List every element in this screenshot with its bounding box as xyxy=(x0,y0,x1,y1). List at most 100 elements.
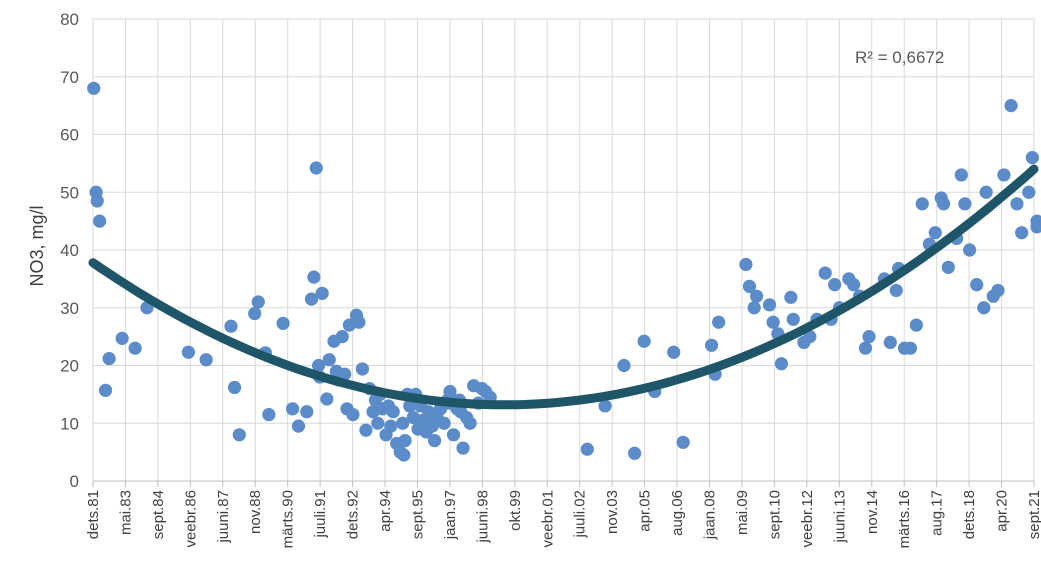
data-point xyxy=(991,283,1005,298)
data-point xyxy=(786,312,800,326)
data-point xyxy=(315,286,329,300)
data-point xyxy=(463,416,477,430)
x-tick-label: mai.83 xyxy=(117,490,134,535)
data-point xyxy=(847,278,861,292)
x-tick-label: jaan.97 xyxy=(442,490,459,540)
data-point xyxy=(667,345,681,359)
data-point xyxy=(98,383,113,397)
data-point xyxy=(963,243,977,257)
x-tick-label: nov.03 xyxy=(604,490,621,534)
x-tick-label: apr.05 xyxy=(637,490,654,532)
x-tick-label: dets.18 xyxy=(961,490,978,539)
x-tick-label: apr.94 xyxy=(377,490,394,532)
data-point xyxy=(915,197,929,211)
data-point xyxy=(443,384,457,399)
data-point xyxy=(93,214,107,228)
x-tick-label: sept.21 xyxy=(1026,490,1041,539)
data-point xyxy=(425,419,439,433)
x-tick-label: veebr.01 xyxy=(539,490,556,548)
data-point xyxy=(977,301,991,315)
data-point xyxy=(199,353,213,367)
x-tick-label: okt.99 xyxy=(507,490,524,531)
x-tick-label: apr.20 xyxy=(994,490,1011,532)
data-point xyxy=(285,402,300,416)
data-point xyxy=(889,283,903,298)
data-point xyxy=(309,161,323,175)
data-point xyxy=(598,399,612,413)
data-point xyxy=(862,330,876,344)
data-point xyxy=(762,298,777,312)
data-point xyxy=(371,416,385,430)
data-point xyxy=(749,289,764,303)
data-point xyxy=(128,341,142,355)
y-axis-label: NO3, mg/l xyxy=(27,205,47,286)
data-point xyxy=(936,197,951,211)
data-point xyxy=(928,226,942,240)
grid xyxy=(92,18,1035,482)
data-point xyxy=(617,358,631,373)
data-point xyxy=(384,419,398,433)
data-point xyxy=(398,433,412,448)
x-tick-label: märts.16 xyxy=(896,490,913,548)
data-point xyxy=(446,428,461,442)
data-point xyxy=(322,353,336,367)
data-point xyxy=(828,278,842,292)
data-point xyxy=(676,435,690,449)
r-squared-annotation: R² = 0,6672 xyxy=(855,48,944,67)
data-point xyxy=(997,168,1011,182)
data-point xyxy=(958,197,972,211)
data-point xyxy=(774,357,789,371)
y-tick-label: 80 xyxy=(60,10,79,29)
data-point xyxy=(251,295,265,309)
data-point xyxy=(338,367,352,381)
data-point xyxy=(227,380,242,395)
x-tick-label: sept.95 xyxy=(409,490,426,539)
data-point xyxy=(941,260,955,274)
y-tick-label: 10 xyxy=(60,414,79,433)
data-points xyxy=(87,81,1041,462)
data-point xyxy=(979,185,993,199)
y-tick-label: 30 xyxy=(60,299,79,318)
x-tick-label: juuli.91 xyxy=(312,490,329,539)
x-tick-label: nov.14 xyxy=(864,490,881,534)
data-point xyxy=(742,279,757,293)
x-tick-label: juuli.02 xyxy=(572,490,589,539)
data-point xyxy=(1025,151,1039,165)
data-point xyxy=(397,448,411,462)
data-point xyxy=(291,419,306,433)
x-tick-label: veebr.12 xyxy=(799,490,816,548)
x-tick-label: mai.09 xyxy=(734,490,751,535)
x-tick-label: juuni.13 xyxy=(831,490,848,544)
data-point xyxy=(704,338,719,352)
data-point xyxy=(803,330,817,344)
data-point xyxy=(909,318,923,332)
data-point xyxy=(396,416,410,430)
data-point xyxy=(739,257,753,272)
x-tick-label: sept.10 xyxy=(766,490,783,539)
data-point xyxy=(883,335,897,349)
data-point xyxy=(300,405,314,419)
data-point xyxy=(747,301,761,315)
y-tick-label: 40 xyxy=(60,241,79,260)
data-point xyxy=(359,423,373,437)
data-point xyxy=(1004,99,1018,113)
y-tick-label: 20 xyxy=(60,357,79,376)
x-axis-ticks: dets.81 mai.83 sept.84 veebr.86 juuni.87 nov.… xyxy=(85,481,1041,548)
data-point xyxy=(307,270,321,284)
x-tick-label: veebr.86 xyxy=(182,490,199,548)
data-point xyxy=(352,315,366,329)
data-point xyxy=(102,351,116,366)
data-point xyxy=(428,433,442,448)
data-point xyxy=(87,81,101,95)
x-tick-label: juuni.98 xyxy=(474,490,491,544)
x-tick-label: dets.81 xyxy=(85,490,102,539)
data-point xyxy=(115,331,129,345)
trendline xyxy=(88,164,1039,410)
data-point xyxy=(637,334,651,348)
data-point xyxy=(335,330,349,344)
data-point xyxy=(858,341,873,355)
data-point xyxy=(970,278,984,292)
data-point xyxy=(262,407,276,422)
data-point xyxy=(248,306,262,321)
